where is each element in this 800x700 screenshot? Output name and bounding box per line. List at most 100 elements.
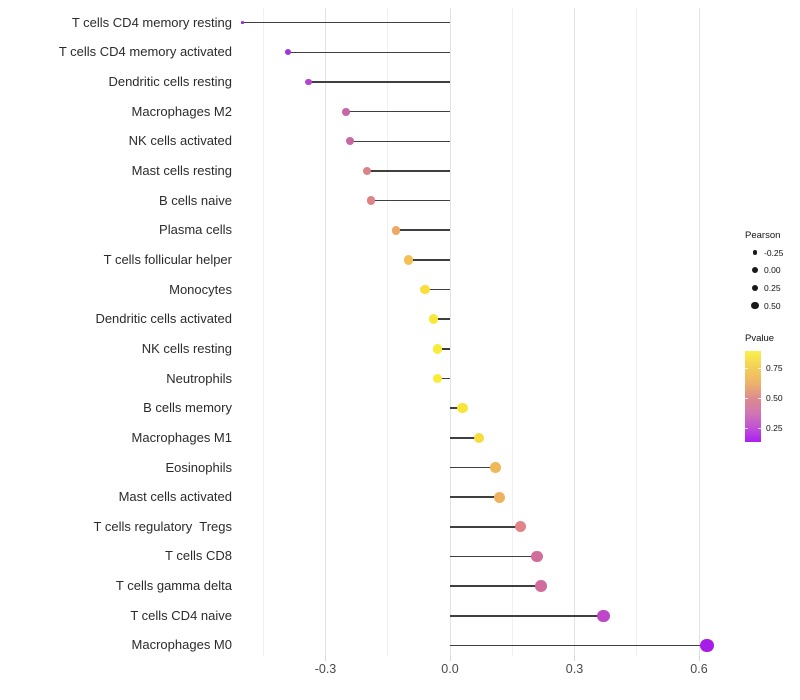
lollipop-stem — [450, 526, 521, 528]
major-gridline — [449, 8, 451, 656]
data-point — [403, 255, 414, 265]
legend-pvalue-title: Pvalue — [745, 333, 775, 344]
data-point — [420, 284, 430, 295]
lollipop-stem — [450, 437, 480, 439]
data-point — [490, 462, 502, 473]
y-axis-label: B cells naive — [159, 192, 232, 208]
y-axis-label: NK cells activated — [128, 133, 232, 149]
data-point — [366, 196, 376, 205]
legend-pearson-label: -0.25 — [764, 247, 784, 258]
y-axis-label: Dendritic cells resting — [108, 74, 232, 89]
x-axis-tick-label: 0.6 — [690, 662, 708, 676]
pvalue-bar-tick — [745, 398, 748, 399]
lollipop-stem — [288, 51, 450, 54]
minor-gridline — [511, 8, 513, 656]
minor-gridline — [636, 8, 638, 656]
data-point — [473, 432, 485, 444]
pvalue-gradient-bar — [745, 351, 761, 442]
data-point — [494, 491, 506, 503]
data-point — [342, 107, 351, 116]
data-point — [700, 638, 715, 653]
y-axis-label: T cells gamma delta — [115, 578, 232, 594]
legend-pvalue-label: 0.75 — [766, 363, 783, 373]
pvalue-bar-tick — [758, 428, 761, 429]
data-point — [285, 49, 292, 56]
data-point — [346, 137, 355, 146]
lollipop-stem — [450, 585, 542, 587]
data-point — [391, 225, 401, 235]
lollipop-stem — [346, 110, 450, 113]
lollipop-stem — [450, 466, 496, 469]
data-point — [428, 314, 439, 325]
y-axis-label: T cells CD4 memory resting — [71, 14, 232, 30]
data-point — [535, 580, 548, 592]
legend-pearson-label: 0.25 — [764, 282, 781, 293]
y-axis-label: Macrophages M1 — [131, 429, 232, 445]
data-point — [514, 521, 527, 533]
x-axis-tick-label: 0.3 — [565, 662, 584, 676]
x-axis-tick-label: -0.3 — [314, 662, 337, 676]
x-axis-tick — [449, 656, 451, 661]
minor-gridline — [387, 8, 389, 656]
lollipop-stem — [396, 229, 450, 232]
data-point — [432, 344, 443, 354]
lollipop-stem — [350, 140, 450, 143]
lollipop-stem — [371, 199, 450, 202]
y-axis-label: NK cells resting — [141, 340, 232, 356]
y-axis-label: Macrophages M2 — [131, 103, 232, 119]
major-gridline — [698, 8, 700, 656]
data-point — [531, 550, 543, 563]
legend-pearson-dot — [752, 267, 758, 274]
lollipop-stem — [450, 407, 463, 409]
lollipop-stem — [437, 377, 450, 380]
y-axis-label: T cells CD4 memory activated — [58, 44, 232, 60]
lollipop-stem — [408, 259, 450, 261]
lollipop-stem — [437, 348, 450, 350]
minor-gridline — [262, 8, 264, 656]
legend-pearson-label: 0.50 — [764, 300, 781, 311]
legend-pvalue-label: 0.25 — [766, 423, 783, 433]
legend-pearson-dot — [752, 250, 758, 256]
y-axis-label: Macrophages M0 — [131, 637, 232, 653]
y-axis-label: Monocytes — [169, 281, 232, 297]
y-axis-label: Plasma cells — [159, 222, 232, 238]
pvalue-bar-tick — [745, 368, 748, 369]
lollipop-stem — [433, 318, 450, 321]
legend-pearson-dot — [751, 284, 759, 292]
data-point — [432, 373, 443, 384]
legend-pearson-label: 0.00 — [764, 265, 781, 276]
legend-pearson-title: Pearson — [745, 230, 781, 241]
major-gridline — [325, 8, 326, 656]
y-axis-label: Mast cells resting — [131, 162, 232, 178]
y-axis-label: T cells CD8 — [165, 548, 232, 564]
y-axis-label: Eosinophils — [165, 459, 233, 475]
data-point — [305, 78, 313, 86]
lollipop-stem — [450, 496, 500, 498]
legend-pvalue-label: 0.50 — [766, 393, 783, 403]
y-axis-label: Mast cells activated — [118, 489, 232, 505]
y-axis-label: T cells regulatory Tregs — [93, 518, 232, 534]
lollipop-stem — [450, 615, 604, 617]
x-axis-tick — [698, 656, 700, 661]
data-point — [241, 21, 244, 24]
legend-pearson-dot — [751, 301, 759, 310]
data-point — [597, 609, 610, 623]
y-axis-label: Dendritic cells activated — [95, 311, 232, 327]
y-axis-label: Neutrophils — [166, 370, 232, 386]
pvalue-bar-tick — [758, 398, 761, 399]
lollipop-stem — [425, 288, 450, 291]
pvalue-bar-tick — [745, 428, 748, 429]
lollipop-stem — [308, 81, 450, 83]
data-point — [362, 166, 372, 176]
lollipop-stem — [367, 170, 450, 172]
data-point — [457, 403, 468, 414]
x-axis-tick — [325, 656, 326, 661]
x-axis-tick-label: 0.0 — [441, 662, 459, 676]
lollipop-stem — [242, 21, 450, 24]
major-gridline — [574, 8, 575, 656]
y-axis-label: T cells follicular helper — [103, 251, 232, 267]
lollipop-stem — [450, 555, 538, 558]
x-axis-tick — [574, 656, 575, 661]
